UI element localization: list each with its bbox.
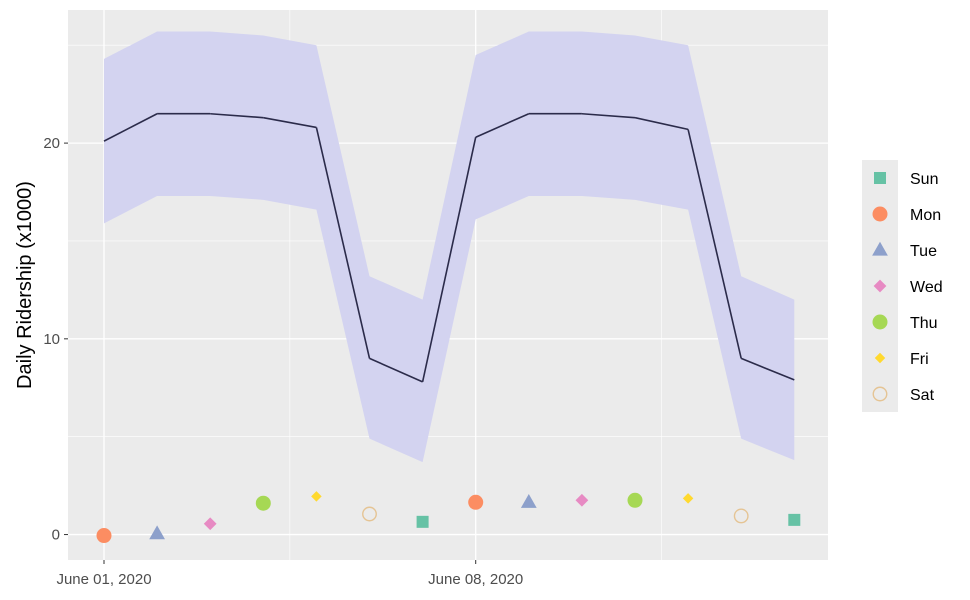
data-point-mon: [468, 494, 484, 510]
y-axis-ticks: 0 10 20: [43, 135, 68, 544]
y-tick-label: 0: [52, 527, 60, 544]
forecast-segment: [315, 127, 371, 359]
x-axis-ticks: June 01, 2020 June 08, 2020: [56, 560, 523, 588]
legend-label-sun: Sun: [910, 171, 938, 188]
y-axis-title: Daily Ridership (x1000): [14, 181, 36, 389]
forecast-segment: [263, 116, 317, 129]
data-point-fri: [682, 493, 694, 504]
data-point-sat: [733, 508, 749, 524]
x-tick-label: June 01, 2020: [56, 571, 151, 588]
confidence-band: [104, 31, 795, 463]
forecast-segment: [740, 357, 795, 381]
data-point-wed: [575, 493, 589, 507]
forecast-segment: [210, 112, 264, 119]
forecast-segment: [103, 113, 158, 142]
legend-key-mon: [872, 206, 888, 222]
data-point-fri: [311, 491, 322, 502]
legend-key-fri: [874, 352, 886, 364]
legend-label-wed: Wed: [910, 279, 943, 296]
y-tick-label: 20: [43, 135, 60, 152]
data-point-sun: [788, 513, 801, 526]
legend-label-mon: Mon: [910, 207, 941, 224]
forecast-segment: [687, 129, 742, 359]
legend-key-tue: [872, 241, 888, 256]
legend-label-fri: Fri: [910, 351, 929, 368]
data-point-thu: [255, 495, 271, 511]
forecast-line: [103, 112, 795, 383]
forecast-segment: [421, 137, 477, 383]
y-tick-label: 10: [43, 331, 60, 348]
forecast-segment: [475, 113, 530, 138]
forecast-segment: [581, 112, 636, 119]
data-point-tue: [149, 525, 165, 540]
legend-label-tue: Tue: [910, 243, 937, 260]
data-point-sun: [416, 515, 429, 528]
data-point-tue: [520, 494, 537, 508]
forecast-segment: [369, 357, 423, 383]
legend-label-sat: Sat: [910, 387, 935, 404]
data-point-thu: [627, 492, 643, 508]
legend-key-box: [862, 376, 898, 412]
legend-key-thu: [872, 314, 888, 330]
legend-key-wed: [873, 279, 887, 293]
forecast-band: [104, 31, 795, 463]
data-point-sat: [362, 506, 377, 522]
legend-key-sun: [874, 172, 886, 184]
data-point-wed: [203, 517, 217, 531]
data-points: [96, 491, 801, 544]
data-point-mon: [96, 528, 112, 544]
legend-key-sat: [872, 386, 888, 402]
forecast-segment: [634, 116, 689, 131]
legend: Sun Mon Tue Wed Thu Fri Sat: [862, 160, 943, 416]
x-tick-label: June 08, 2020: [428, 571, 523, 588]
legend-label-thu: Thu: [910, 315, 938, 332]
